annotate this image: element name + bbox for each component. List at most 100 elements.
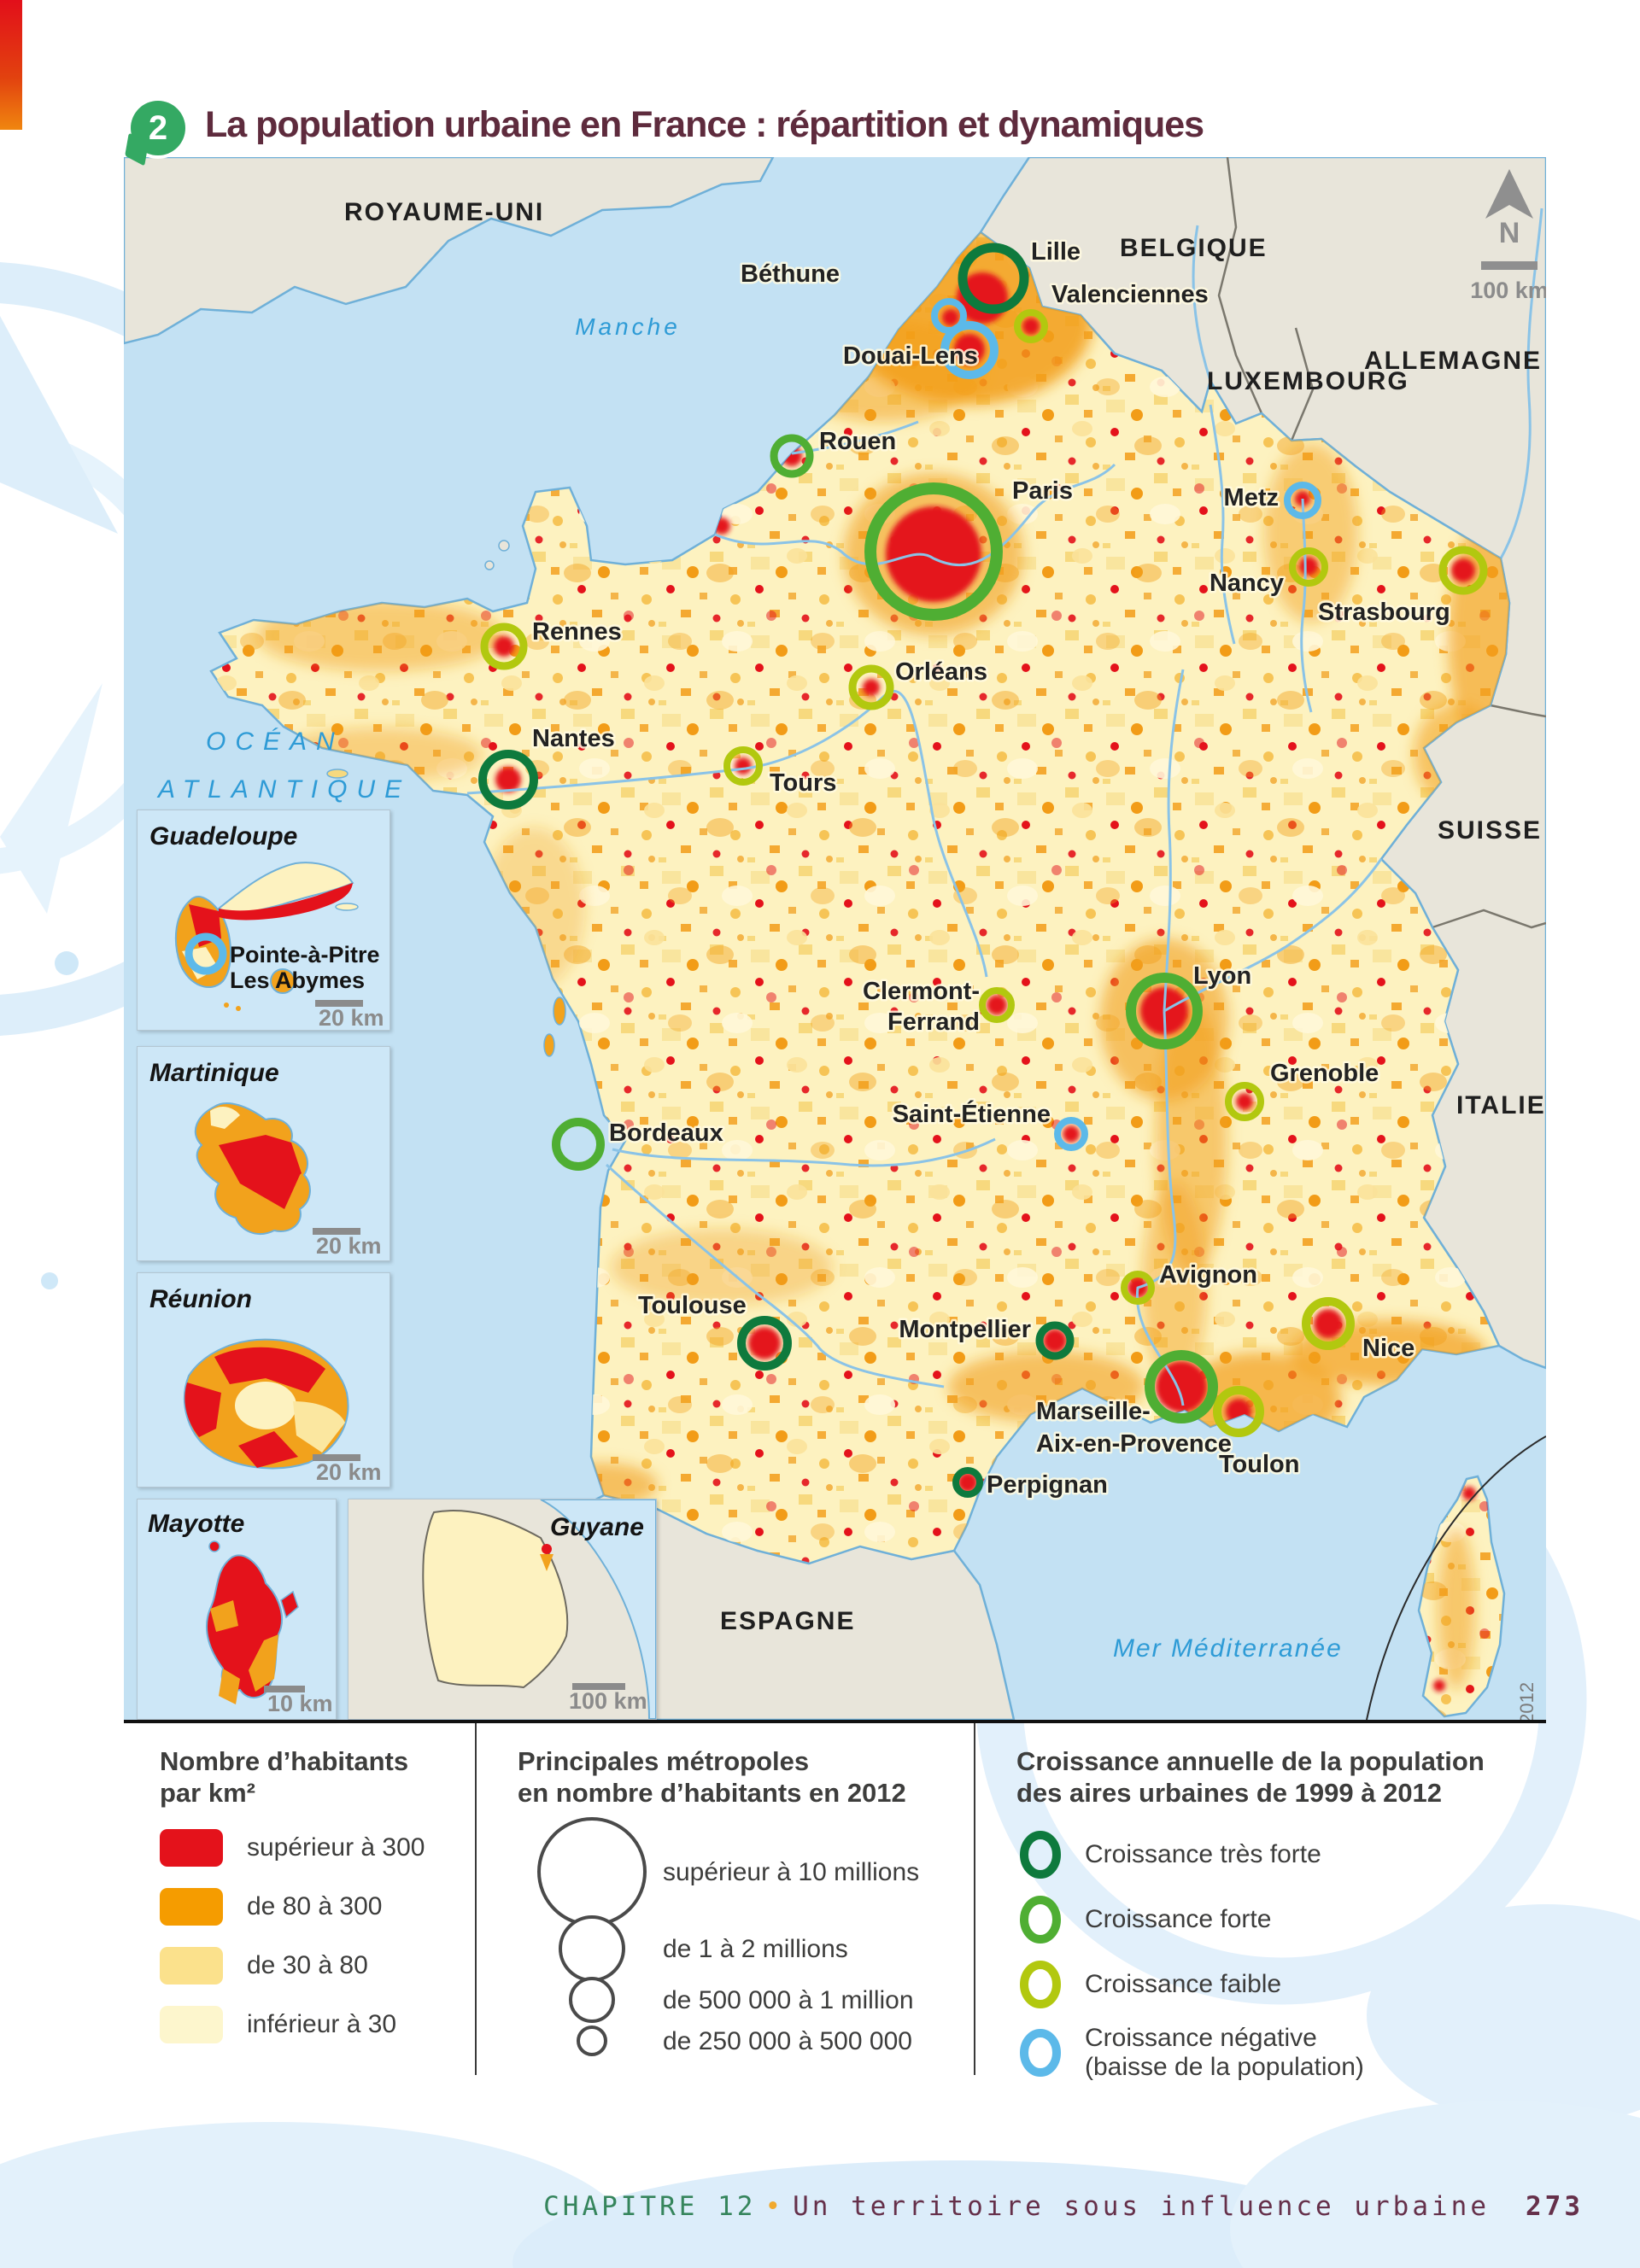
corsica-arc <box>1366 1435 1547 1721</box>
metropole-circles <box>537 1817 647 2056</box>
inset-guyane-scale: 100 km <box>569 1688 647 1714</box>
ring-orleans <box>848 664 894 710</box>
density-swatch-pale <box>160 2006 223 2043</box>
label-metz: Metz <box>1224 484 1279 511</box>
inset-mayotte: Mayotte 10 km <box>137 1499 337 1720</box>
growth-label-1: Croissance très forte <box>1085 1840 1321 1868</box>
legend-metropoles: Principales métropoles en nombre d’habit… <box>475 1723 974 2075</box>
ring-marseille <box>1145 1350 1218 1423</box>
ring-bordeaux <box>552 1118 605 1171</box>
growth-item: Croissance forte <box>1016 1894 1546 1945</box>
north-arrow: N 100 km <box>1470 169 1549 303</box>
ring-toulon <box>1213 1386 1264 1437</box>
growth-title-2: des aires urbaines de 1999 à 2012 <box>1016 1778 1443 1808</box>
inset-martinique-name: Martinique <box>149 1059 279 1087</box>
density-swatch-red <box>160 1829 223 1867</box>
country-borders <box>1217 156 1547 929</box>
label-manche: Manche <box>575 313 681 340</box>
label-mediterranean: Mer Méditerranée <box>1113 1634 1343 1663</box>
growth-item: Croissance faible <box>1016 1959 1546 2010</box>
growth-item: Croissance très forte <box>1016 1829 1546 1880</box>
density-label-2: de 80 à 300 <box>247 1892 383 1920</box>
ring-rouen <box>770 434 814 478</box>
ring-douai-lens <box>940 321 999 379</box>
france-map: Lille Béthune Valenciennes Douai-Lens Ro… <box>122 155 1549 1861</box>
inset-guyane: Guyane 100 km <box>348 1499 657 1720</box>
page-title: La population urbaine en France : répart… <box>205 104 1204 145</box>
growth-item: Croissance négative (baisse de la popula… <box>1016 2024 1546 2082</box>
inset-mayotte-scale: 10 km <box>267 1691 333 1716</box>
density-item: de 80 à 300 <box>160 1888 475 1926</box>
label-pointe-a-pitre: Pointe-à-Pitre <box>230 942 380 967</box>
page-edge-band <box>0 0 22 130</box>
uk-land <box>122 155 776 345</box>
inset-guadeloupe-name: Guadeloupe <box>149 822 297 850</box>
page-footer: CHAPITRE 12 • Un territoire sous influence… <box>543 2191 1584 2222</box>
growth-ring-forte <box>1020 1896 1061 1944</box>
bullet-separator: • <box>764 2191 785 2222</box>
label-valenciennes: Valenciennes <box>1051 281 1209 308</box>
label-saint-etienne: Saint-Étienne <box>893 1099 1051 1128</box>
legend: Nombre d’habitants par km² supérieur à 3… <box>124 1720 1546 2081</box>
label-spain: ESPAGNE <box>720 1607 855 1635</box>
ring-valenciennes <box>1014 309 1048 343</box>
label-toulouse: Toulouse <box>638 1292 747 1319</box>
small-islands <box>326 540 566 1057</box>
inset-guyane-name: Guyane <box>550 1513 644 1541</box>
density-label-4: inférieur à 30 <box>247 2010 397 2038</box>
label-marseille-1: Marseille- <box>1036 1398 1151 1425</box>
growth-label-3: Croissance faible <box>1085 1970 1282 1998</box>
ring-montpellier <box>1035 1321 1075 1360</box>
growth-label-2: Croissance forte <box>1085 1905 1272 1933</box>
density-title-2: par km² <box>160 1778 255 1808</box>
metropole-label-3: de 500 000 à 1 million <box>663 1986 914 2014</box>
ring-nancy <box>1289 547 1328 587</box>
growth-label-4b: (baisse de la population) <box>1085 2053 1364 2081</box>
label-nancy: Nancy <box>1210 570 1284 597</box>
label-rouen: Rouen <box>819 428 896 455</box>
growth-rings <box>478 243 1488 1498</box>
label-ocean-1: OCÉAN <box>206 728 344 756</box>
ring-strasbourg <box>1438 546 1488 595</box>
inset-guadeloupe: Guadeloupe Pointe-à-Pitre Les Abymes 20 … <box>137 810 390 1031</box>
inset-mayotte-name: Mayotte <box>148 1510 244 1538</box>
ring-lyon <box>1126 973 1203 1049</box>
ring-toulouse <box>737 1316 792 1371</box>
label-switzerland: SUISSE <box>1438 816 1542 845</box>
ring-grenoble <box>1225 1082 1264 1121</box>
inset-reunion-name: Réunion <box>149 1285 252 1313</box>
density-swatch-yellow <box>160 1947 223 1984</box>
legend-growth: Croissance annuelle de la population des… <box>974 1723 1546 2081</box>
ring-pointe-a-pitre <box>184 932 227 975</box>
label-toulon: Toulon <box>1219 1451 1299 1478</box>
ring-saint-etienne <box>1054 1117 1088 1151</box>
label-clermont-1: Clermont- <box>863 978 980 1005</box>
legend-density: Nombre d’habitants par km² supérieur à 3… <box>124 1723 475 2075</box>
inset-reunion: Réunion 20 km <box>137 1272 390 1488</box>
metropoles-title-2: en nombre d’habitants en 2012 <box>518 1778 906 1808</box>
label-douai-lens: Douai-Lens <box>843 342 978 370</box>
foreign-rivers <box>1192 208 1543 559</box>
geo-labels: ROYAUME-UNI BELGIQUE LUXEMBOURG ALLEMAGN… <box>156 198 1546 1663</box>
label-nice: Nice <box>1362 1335 1414 1362</box>
metropole-label-2: de 1 à 2 millions <box>663 1935 848 1963</box>
scale-label: 100 km <box>1470 278 1546 303</box>
doc-number-badge: 2 <box>131 101 185 155</box>
page-number: 273 <box>1526 2191 1584 2222</box>
growth-title-1: Croissance annuelle de la population <box>1016 1746 1485 1776</box>
label-rennes: Rennes <box>532 618 622 646</box>
ring-rennes <box>480 623 528 670</box>
ring-tours <box>723 746 763 786</box>
label-italy: ITALIE <box>1456 1091 1546 1119</box>
label-grenoble: Grenoble <box>1270 1060 1379 1087</box>
growth-label-4: Croissance négative <box>1085 2024 1317 2052</box>
growth-ring-negative <box>1020 2029 1061 2077</box>
inset-martinique-scale: 20 km <box>316 1233 382 1259</box>
density-item: supérieur à 300 <box>160 1829 475 1867</box>
chapter-number: CHAPITRE 12 <box>543 2191 757 2222</box>
density-title-1: Nombre d’habitants <box>160 1746 409 1776</box>
label-orleans: Orléans <box>895 658 987 686</box>
label-ocean-2: ATLANTIQUE <box>156 775 411 804</box>
inset-guadeloupe-scale: 20 km <box>319 1005 384 1030</box>
ring-avignon <box>1121 1271 1155 1305</box>
